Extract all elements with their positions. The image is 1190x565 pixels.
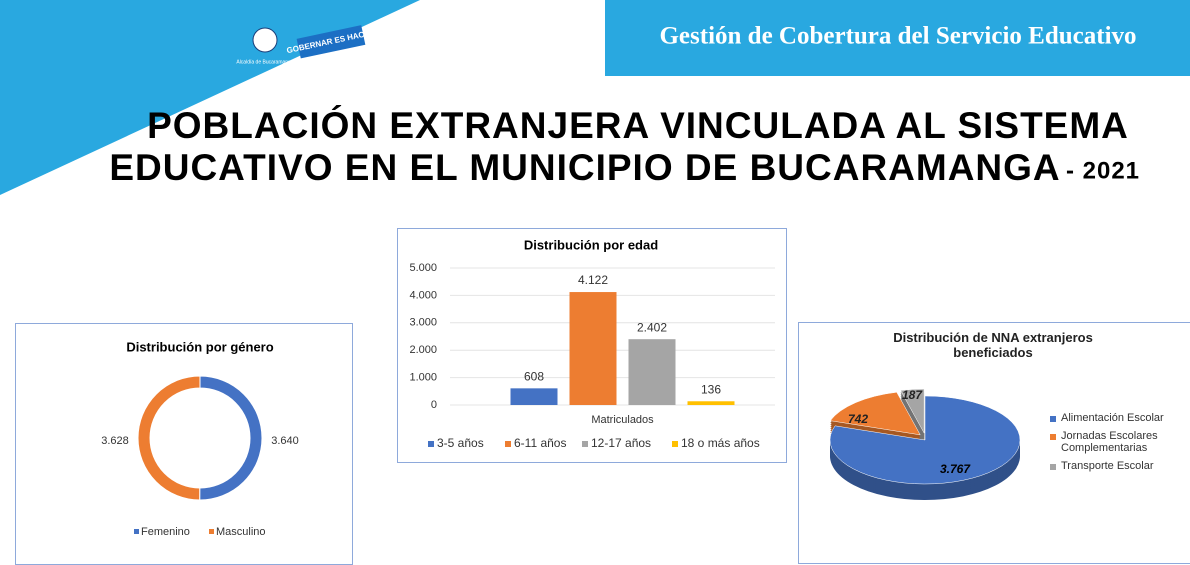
data-label: 4.122 <box>578 273 608 287</box>
title-line1: POBLACIÓN EXTRANJERA VINCULADA AL SISTEM… <box>147 104 1129 146</box>
y-tick-label: 4.000 <box>409 289 437 301</box>
legend-swatch <box>1050 434 1056 440</box>
y-tick-label: 5.000 <box>409 262 437 274</box>
legend-label: Femenino <box>141 526 190 538</box>
bar <box>510 388 558 405</box>
data-label: 742 <box>848 412 868 426</box>
legend-label: Jornadas Escolares Complementarias <box>1061 430 1158 454</box>
legend-swatch <box>209 529 214 534</box>
infographic: Gestión de Cobertura del Servicio Educat… <box>0 0 1190 538</box>
legend-label: 3-5 años <box>437 436 484 450</box>
y-tick-label: 0 <box>431 399 437 411</box>
legend-swatch <box>582 441 588 447</box>
pie-slice <box>829 391 921 436</box>
gender-panel <box>15 323 353 565</box>
pie-slice <box>900 388 925 434</box>
legend-label: Transporte Escolar <box>1061 460 1154 472</box>
donut-segment <box>137 375 201 501</box>
legend-label: 18 o más años <box>681 436 760 450</box>
data-label: 3.628 <box>101 435 129 447</box>
legend-label: Alimentación Escolar <box>1061 412 1164 424</box>
legend-label: Masculino <box>216 526 266 538</box>
legend-label: 6-11 años <box>514 436 566 450</box>
title-year: - 2021 <box>1066 157 1140 184</box>
bar <box>628 339 676 405</box>
legend-item: Alimentación Escolar <box>1050 412 1175 424</box>
chart-title: Distribución de NNA extranjeros benefici… <box>893 330 1093 360</box>
chart-title: Distribución por edad <box>524 237 658 252</box>
legend-swatch <box>428 441 434 447</box>
legend-swatch <box>134 529 139 534</box>
donut-segment <box>199 375 263 501</box>
data-label: 3.767 <box>940 462 971 476</box>
y-tick-label: 2.000 <box>409 344 437 356</box>
data-label: 136 <box>701 382 721 396</box>
data-label: 187 <box>902 388 923 402</box>
logo-crest <box>252 27 278 53</box>
banner-box <box>605 0 1190 76</box>
legend-swatch <box>1050 416 1056 422</box>
legend-item: Transporte Escolar <box>1050 460 1175 472</box>
logo-left-text: Alcaldía de Bucaramanga <box>236 59 293 65</box>
legend-swatch <box>1050 464 1056 470</box>
y-tick-label: 1.000 <box>409 372 437 384</box>
data-label: 608 <box>524 370 544 384</box>
data-label: 2.402 <box>637 320 667 334</box>
bar <box>569 292 617 405</box>
logo-badge <box>296 25 366 59</box>
legend-swatch <box>672 441 678 447</box>
bar <box>687 401 735 405</box>
legend-label: 12-17 años <box>591 436 651 450</box>
y-tick-label: 3.000 <box>409 317 437 329</box>
legend: Alimentación Escolar Jornadas Escolares C… <box>1050 412 1175 478</box>
legend-item: Jornadas Escolares Complementarias <box>1050 430 1175 454</box>
title-line2: EDUCATIVO EN EL MUNICIPIO DE BUCARAMANGA <box>109 147 1060 188</box>
chart-title: Distribución por género <box>126 339 273 354</box>
legend-swatch <box>505 441 511 447</box>
pie-slice <box>829 395 1021 485</box>
data-label: 3.640 <box>271 435 299 447</box>
x-tick-label: Matriculados <box>591 414 654 426</box>
banner-text: Gestión de Cobertura del Servicio Educat… <box>659 23 1136 50</box>
